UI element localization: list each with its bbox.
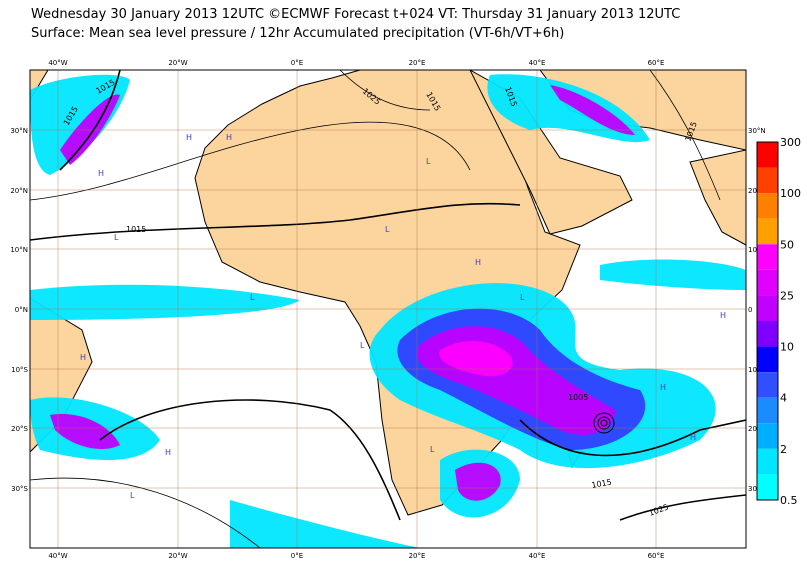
colorbar-swatch [757,423,778,449]
colorbar-swatch [757,474,778,500]
precipitation [30,74,746,548]
lat-label-left: 30°N [10,127,28,135]
colorbar-swatch [757,372,778,398]
colorbar-label: 10 [780,341,794,354]
isobars [30,70,746,548]
colorbar-label: 0.5 [780,494,798,507]
pressure-center: H [720,311,726,320]
lat-label-right: 20 [748,187,757,195]
graticule [30,70,746,548]
colorbar-swatch [757,167,778,194]
colorbar-swatch [757,321,778,347]
colorbar-label: 50 [780,238,794,251]
lon-label-bottom: 0°E [291,552,303,560]
lat-label-left: 20°S [11,425,28,433]
pressure-center: L [130,491,135,500]
colorbar-label: 4 [780,392,787,405]
colorbar-swatch [757,218,778,245]
lat-label-right: 30°N [748,127,766,135]
lon-label-bottom: 40°W [48,552,67,560]
lat-label-left: 20°N [10,187,28,195]
isobar-label: 1005 [568,393,588,402]
colorbar-label: 25 [780,289,794,302]
pressure-center: H [80,353,86,362]
colorbar-swatch [757,193,778,219]
lat-label-right: 0 [748,306,752,314]
lon-label-top: 40°E [529,59,546,67]
pressure-center: H [690,433,696,442]
pressure-center: L [430,445,435,454]
lat-label-left: 30°S [11,485,28,493]
pressure-center: H [226,133,232,142]
colorbar-swatch [757,269,778,296]
lat-label-right: 30 [748,485,757,493]
lon-label-top: 0°E [291,59,303,67]
isobar-label: 1015 [591,478,613,490]
pressure-center: L [426,157,431,166]
lon-label-top: 20°W [168,59,187,67]
pressure-center: L [385,225,390,234]
colorbar-frame [756,141,779,501]
lon-label-top: 60°E [648,59,665,67]
pressure-center: H [98,169,104,178]
pressure-center: L [520,293,525,302]
lon-label-bottom: 20°W [168,552,187,560]
colorbar-swatch [757,244,778,270]
pressure-center: H [660,383,666,392]
lon-label-bottom: 20°E [409,552,426,560]
header-line1: Wednesday 30 January 2013 12UTC ©ECMWF F… [31,7,680,22]
lat-label-left: 10°N [10,246,28,254]
pressure-center: H [165,448,171,457]
pressure-center: H [186,133,192,142]
lon-label-bottom: 40°E [529,552,546,560]
pressure-center: L [114,233,119,242]
colorbar: 300 100 50 25 10 4 2 0.5 [756,136,801,507]
colorbar-label: 2 [780,443,787,456]
colorbar-label: 100 [780,187,801,200]
lat-label-left: 0°N [15,306,28,314]
header-line2: Surface: Mean sea level pressure / 12hr … [31,26,564,41]
colorbar-swatch [757,346,778,373]
colorbar-label: 300 [780,136,801,149]
lon-label-top: 20°E [409,59,426,67]
lon-label-bottom: 60°E [648,552,665,560]
colorbar-swatch [757,142,778,168]
map-frame [29,69,747,549]
colorbar-swatch [757,397,778,424]
lat-label-right: 20 [748,425,757,433]
pressure-center: H [475,258,481,267]
pressure-center: L [360,341,365,350]
pressure-center: L [250,293,255,302]
lat-label-right: 10 [748,366,757,374]
lat-label-left: 10°S [11,366,28,374]
lat-label-right: 10 [748,246,757,254]
lon-label-top: 40°W [48,59,67,67]
isobar-label: 1015 [126,225,146,234]
colorbar-swatch [757,448,778,475]
colorbar-swatch [757,295,778,321]
